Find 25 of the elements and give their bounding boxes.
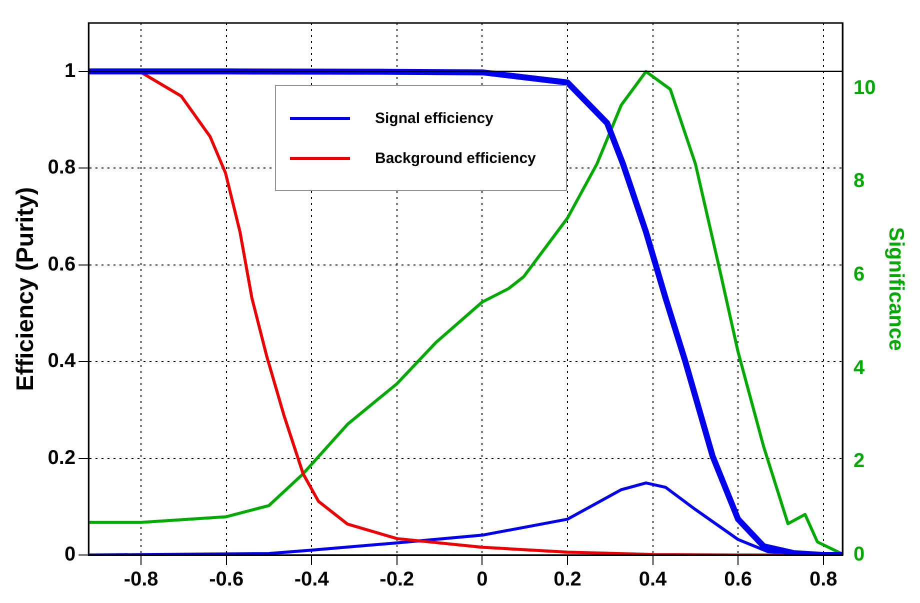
y-axis-title: Efficiency (Purity): [12, 186, 40, 392]
x-tick-label: -0.2: [380, 568, 414, 591]
y2-tick-label: 4: [854, 356, 866, 379]
y2-tick-label: 2: [854, 450, 865, 472]
y-tick-label: 0.6: [48, 253, 76, 276]
legend-label: Signal efficiency: [375, 110, 494, 126]
y2-axis-title: Significance: [884, 227, 908, 351]
x-tick-label: -0.6: [209, 568, 244, 591]
y-tick-label: 0.4: [48, 350, 76, 372]
y2-tick-label: 8: [854, 170, 865, 192]
y2-tick-label: 6: [854, 264, 865, 286]
y-tick-label: 0: [64, 544, 76, 566]
y2-tick-label: 10: [854, 76, 876, 99]
y-tick-label: 1: [64, 60, 76, 82]
x-tick-label: 0.6: [724, 568, 752, 591]
x-tick-label: 0.4: [638, 568, 668, 591]
x-tick-label: -0.8: [124, 568, 158, 591]
y-tick-label: 0.8: [48, 156, 76, 179]
legend-label: Background efficiency: [375, 150, 536, 166]
x-tick-label: 0.2: [554, 568, 582, 591]
x-tick-label: 0.8: [809, 568, 838, 591]
y2-tick-label: 0: [854, 544, 865, 566]
x-tick-label: -0.4: [294, 568, 330, 591]
y-tick-label: 0.2: [48, 446, 76, 469]
x-tick-label: 0: [476, 568, 488, 591]
